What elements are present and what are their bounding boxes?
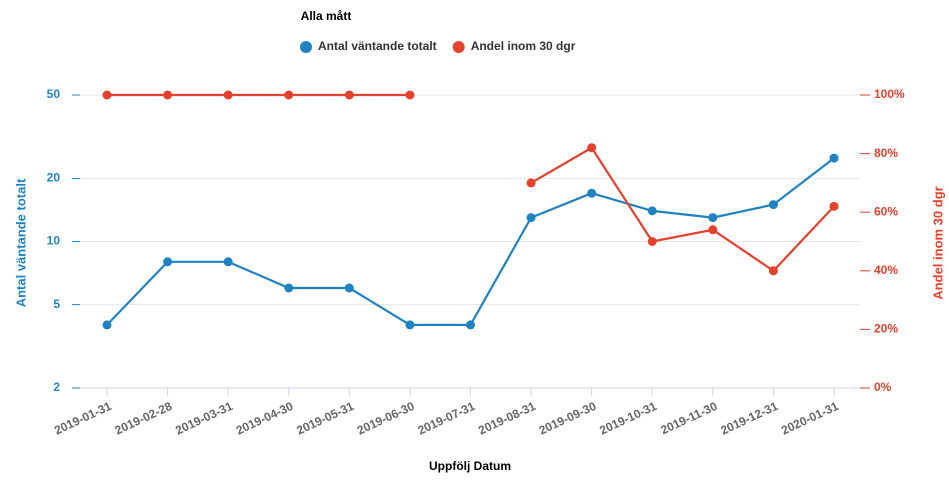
point: [829, 201, 839, 211]
point: [405, 320, 415, 330]
point: [284, 283, 294, 293]
point: [708, 225, 718, 235]
point: [829, 153, 839, 163]
point: [102, 90, 112, 100]
x-axis-title: Uppfölj Datum: [429, 459, 511, 473]
x-tick-label: 2020-01-31: [779, 399, 841, 438]
point: [223, 257, 233, 267]
legend-label: Andel inom 30 dgr: [471, 39, 576, 53]
point: [466, 320, 475, 330]
point: [344, 283, 354, 293]
x-tick-label: 2019-09-30: [537, 399, 599, 438]
x-tick-label: 2019-10-31: [597, 399, 659, 438]
legend-label: Antal väntande totalt: [318, 39, 437, 53]
y-tick-label: 20: [47, 171, 61, 185]
point: [405, 90, 415, 100]
x-tick-label: 2019-08-31: [476, 399, 538, 438]
y-tick-label: 2: [53, 380, 60, 394]
y2-tick-label: 0%: [874, 380, 892, 394]
y2-tick-label: 20%: [874, 322, 898, 336]
x-tick-label: 2019-03-31: [173, 399, 235, 438]
x-tick-label: 2019-07-31: [416, 399, 478, 438]
series-line: [107, 93, 835, 273]
y2-axis-title: Andel inom 30 dgr: [930, 186, 945, 299]
point: [708, 213, 718, 223]
y-axis-title: Antal väntande totalt: [13, 178, 28, 307]
point: [344, 90, 354, 100]
point: [163, 90, 173, 100]
point: [526, 213, 536, 223]
point: [647, 237, 657, 246]
point: [647, 206, 657, 216]
y2-tick-label: 80%: [874, 146, 898, 160]
x-tick-label: 2019-06-30: [355, 399, 417, 438]
x-tick-label: 2019-01-31: [52, 399, 114, 438]
point: [163, 257, 173, 267]
point: [284, 90, 294, 100]
x-tick-label: 2019-11-30: [658, 399, 719, 437]
point: [223, 90, 233, 100]
y-tick-label: 10: [47, 234, 61, 248]
x-tick-label: 2019-02-28: [113, 399, 175, 438]
chart-title: Alla mått: [301, 9, 352, 23]
y2-tick-label: 60%: [874, 204, 898, 218]
y-tick-label: 5: [53, 297, 60, 311]
point: [768, 266, 778, 276]
y-tick-label: 50: [47, 87, 61, 101]
x-tick-label: 2019-05-31: [294, 399, 356, 438]
point: [587, 188, 597, 198]
y2-tick-label: 40%: [874, 263, 898, 277]
y2-tick-label: 100%: [874, 87, 905, 101]
point: [587, 143, 597, 153]
legend-marker: [452, 41, 465, 53]
point: [768, 200, 778, 210]
point: [102, 320, 112, 330]
point: [526, 178, 536, 188]
legend-marker: [300, 41, 312, 53]
x-tick-label: 2019-12-31: [718, 399, 780, 438]
x-tick-label: 2019-04-30: [234, 399, 296, 438]
